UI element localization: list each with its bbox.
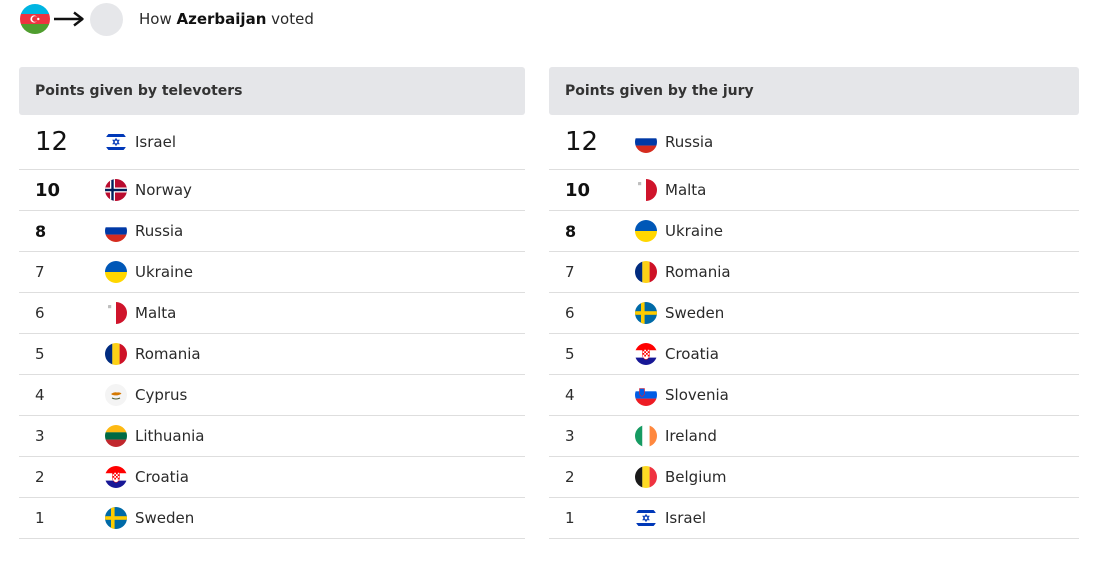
points-value: 8 [565, 221, 577, 241]
televoters-row: 2 Croatia [19, 457, 525, 498]
jury-list: 12 Russia 10 Malta 8 Ukraine 7 Romania 6 Sweden 5 C… [549, 115, 1079, 539]
romania-flag-icon [105, 343, 127, 365]
country-name: Malta [135, 304, 177, 322]
points-value: 7 [35, 263, 45, 281]
azerbaijan-flag-icon [20, 4, 50, 34]
points-value: 10 [35, 179, 61, 201]
malta-flag-icon [635, 179, 657, 201]
points-value: 2 [565, 468, 575, 486]
televoters-row: 1 Sweden [19, 498, 525, 539]
points-value: 12 [565, 127, 599, 157]
jury-row: 10 Malta [549, 170, 1079, 211]
croatia-flag-icon [105, 466, 127, 488]
belgium-flag-icon [635, 466, 657, 488]
points-value: 3 [565, 427, 575, 445]
points-value: 8 [35, 221, 47, 241]
cyprus-flag-icon [105, 384, 127, 406]
ukraine-flag-icon [635, 220, 657, 242]
televoters-row: 5 Romania [19, 334, 525, 375]
televoters-row: 12 Israel [19, 115, 525, 170]
jury-row: 1 Israel [549, 498, 1079, 539]
country-name: Norway [135, 181, 192, 199]
israel-flag-icon [635, 507, 657, 529]
slovenia-flag-icon [635, 384, 657, 406]
country-name: Sweden [135, 509, 195, 527]
points-value: 2 [35, 468, 45, 486]
country-name: Israel [665, 509, 706, 527]
country-name: Sweden [665, 304, 725, 322]
points-value: 1 [565, 509, 575, 527]
title-country: Azerbaijan [176, 10, 267, 28]
country-name: Romania [665, 263, 731, 281]
points-value: 5 [565, 345, 575, 363]
voting-header: How Azerbaijan voted [20, 2, 314, 36]
points-value: 6 [565, 304, 575, 322]
points-value: 7 [565, 263, 575, 281]
jury-panel-title: Points given by the jury [549, 67, 1079, 115]
russia-flag-icon [635, 131, 657, 153]
points-value: 5 [35, 345, 45, 363]
croatia-flag-icon [635, 343, 657, 365]
russia-flag-icon [105, 220, 127, 242]
ireland-flag-icon [635, 425, 657, 447]
sweden-flag-icon [635, 302, 657, 324]
country-name: Belgium [665, 468, 727, 486]
points-value: 1 [35, 509, 45, 527]
country-name: Croatia [135, 468, 189, 486]
televoters-panel: Points given by televoters 12 Israel 10 Nor… [19, 67, 525, 539]
ukraine-flag-icon [105, 261, 127, 283]
country-name: Ukraine [135, 263, 193, 281]
country-name: Israel [135, 133, 176, 151]
televoters-row: 6 Malta [19, 293, 525, 334]
recipient-placeholder-avatar [90, 2, 123, 36]
televoters-row: 10 Norway [19, 170, 525, 211]
jury-row: 8 Ukraine [549, 211, 1079, 252]
country-name: Russia [665, 133, 714, 151]
jury-row: 12 Russia [549, 115, 1079, 170]
points-value: 12 [35, 127, 69, 157]
jury-panel: Points given by the jury 12 Russia 10 Malta… [549, 67, 1079, 539]
televoters-row: 4 Cyprus [19, 375, 525, 416]
points-value: 10 [565, 179, 591, 201]
country-name: Russia [135, 222, 184, 240]
jury-row: 2 Belgium [549, 457, 1079, 498]
country-name: Cyprus [135, 386, 188, 404]
country-name: Malta [665, 181, 707, 199]
jury-row: 3 Ireland [549, 416, 1079, 457]
points-value: 6 [35, 304, 45, 322]
televoters-row: 3 Lithuania [19, 416, 525, 457]
country-name: Lithuania [135, 427, 205, 445]
country-name: Croatia [665, 345, 719, 363]
country-name: Ireland [665, 427, 717, 445]
romania-flag-icon [635, 261, 657, 283]
jury-row: 6 Sweden [549, 293, 1079, 334]
title-suffix: voted [271, 10, 314, 28]
country-name: Slovenia [665, 386, 729, 404]
televoters-row: 7 Ukraine [19, 252, 525, 293]
points-value: 3 [35, 427, 45, 445]
norway-flag-icon [105, 179, 127, 201]
sweden-flag-icon [105, 507, 127, 529]
jury-row: 7 Romania [549, 252, 1079, 293]
country-name: Romania [135, 345, 201, 363]
country-name: Ukraine [665, 222, 723, 240]
points-value: 4 [35, 386, 45, 404]
televoters-list: 12 Israel 10 Norway 8 Russia 7 Ukraine 6 Malta 5 Ro… [19, 115, 525, 539]
title-prefix: How [139, 10, 172, 28]
page-title: How Azerbaijan voted [139, 10, 314, 28]
jury-row: 5 Croatia [549, 334, 1079, 375]
lithuania-flag-icon [105, 425, 127, 447]
arrow-right-icon [54, 11, 84, 27]
malta-flag-icon [105, 302, 127, 324]
televoters-panel-title: Points given by televoters [19, 67, 525, 115]
points-value: 4 [565, 386, 575, 404]
televoters-row: 8 Russia [19, 211, 525, 252]
israel-flag-icon [105, 131, 127, 153]
jury-row: 4 Slovenia [549, 375, 1079, 416]
